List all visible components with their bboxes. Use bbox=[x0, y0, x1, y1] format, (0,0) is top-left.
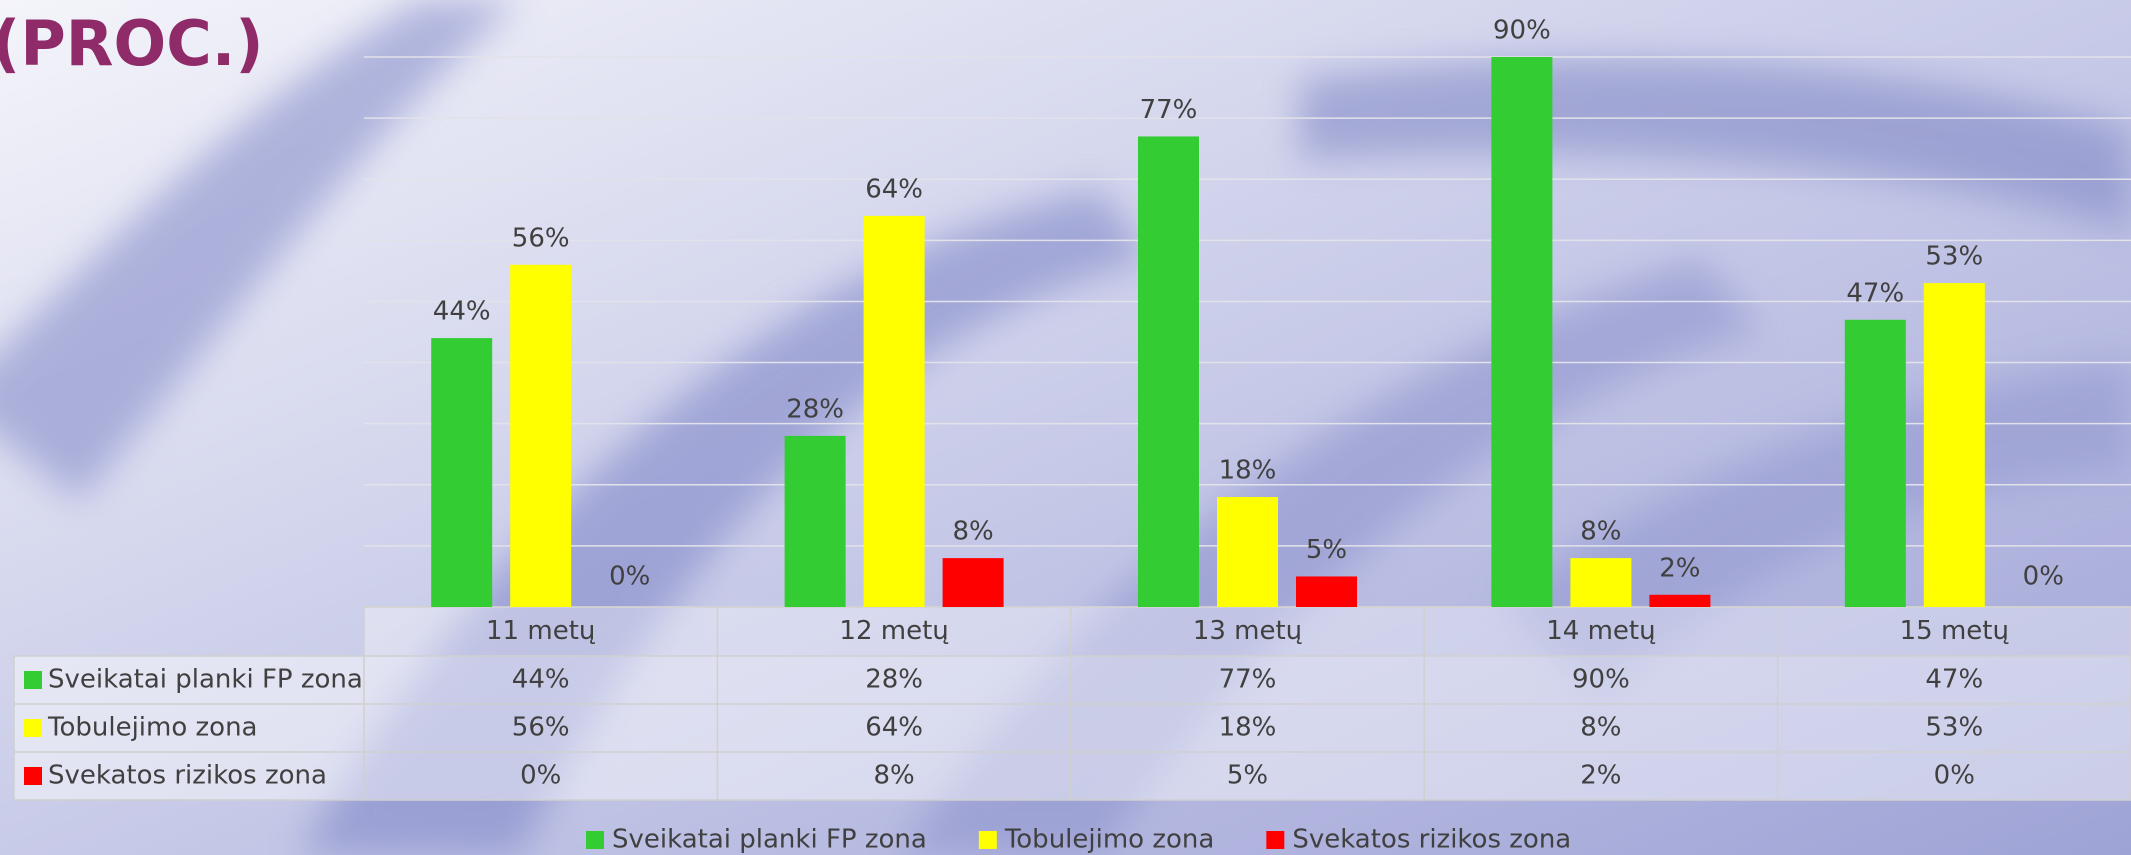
table-cell: 28% bbox=[865, 665, 923, 695]
data-label: 44% bbox=[433, 297, 491, 327]
legend-swatch bbox=[24, 671, 42, 689]
table-cell: 64% bbox=[865, 713, 923, 743]
data-label: 64% bbox=[865, 174, 923, 204]
legend-swatch bbox=[586, 831, 604, 849]
bar bbox=[864, 216, 925, 607]
data-label: 56% bbox=[512, 223, 570, 253]
chart: (PROC.) Sveikatai planki FP zona Tobuleji… bbox=[0, 0, 2131, 855]
data-label: 8% bbox=[952, 517, 993, 547]
table-cell: 8% bbox=[873, 761, 914, 791]
bar bbox=[431, 338, 492, 607]
data-label: 2% bbox=[1659, 553, 1700, 583]
bar bbox=[1296, 576, 1357, 607]
legend-swatch bbox=[1266, 831, 1284, 849]
bar bbox=[1845, 320, 1906, 607]
table-cell: 56% bbox=[512, 713, 570, 743]
legend-swatch bbox=[24, 719, 42, 737]
bar bbox=[1138, 136, 1199, 607]
x-tick-label: 14 metų bbox=[1546, 616, 1655, 646]
bar bbox=[785, 436, 846, 607]
x-tick-label: 11 metų bbox=[486, 616, 595, 646]
table-cell: 2% bbox=[1580, 761, 1621, 791]
bar bbox=[1217, 497, 1278, 607]
x-tick-label: 12 metų bbox=[839, 616, 948, 646]
data-label: 47% bbox=[1846, 278, 1904, 308]
bar bbox=[943, 558, 1004, 607]
legend-label: Svekatos rizikos zona bbox=[1292, 825, 1571, 855]
bar bbox=[1924, 283, 1985, 607]
data-label: 18% bbox=[1219, 456, 1277, 486]
data-label: 5% bbox=[1306, 535, 1347, 565]
table-row-label: Svekatos rizikos zona bbox=[48, 761, 327, 791]
legend-swatch bbox=[979, 831, 997, 849]
bar bbox=[1649, 595, 1710, 607]
x-tick-label: 15 metų bbox=[1900, 616, 2009, 646]
table-cell: 0% bbox=[520, 761, 561, 791]
legend-label: Sveikatai planki FP zona bbox=[612, 825, 927, 855]
table-cell: 77% bbox=[1219, 665, 1277, 695]
bar bbox=[510, 265, 571, 607]
table-cell: 53% bbox=[1925, 713, 1983, 743]
data-label: 53% bbox=[1925, 242, 1983, 272]
table-cell: 90% bbox=[1572, 665, 1630, 695]
table-cell: 44% bbox=[512, 665, 570, 695]
bar bbox=[1570, 558, 1631, 607]
legend-swatch bbox=[24, 767, 42, 785]
data-label: 28% bbox=[786, 394, 844, 424]
data-label: 0% bbox=[609, 562, 650, 592]
table-cell: 47% bbox=[1925, 665, 1983, 695]
table-cell: 5% bbox=[1227, 761, 1268, 791]
data-label: 0% bbox=[2023, 562, 2064, 592]
chart-title: (PROC.) bbox=[0, 7, 264, 80]
table-row-label: Sveikatai planki FP zona bbox=[48, 665, 363, 695]
table-cell: 18% bbox=[1219, 713, 1277, 743]
table-cell: 8% bbox=[1580, 713, 1621, 743]
bar bbox=[1491, 57, 1552, 607]
data-label: 77% bbox=[1140, 95, 1198, 125]
x-tick-label: 13 metų bbox=[1193, 616, 1302, 646]
data-label: 8% bbox=[1580, 517, 1621, 547]
legend-label: Tobulejimo zona bbox=[1004, 825, 1215, 855]
table-cell: 0% bbox=[1934, 761, 1975, 791]
data-label: 90% bbox=[1493, 16, 1551, 46]
table-row-label: Tobulejimo zona bbox=[47, 713, 258, 743]
